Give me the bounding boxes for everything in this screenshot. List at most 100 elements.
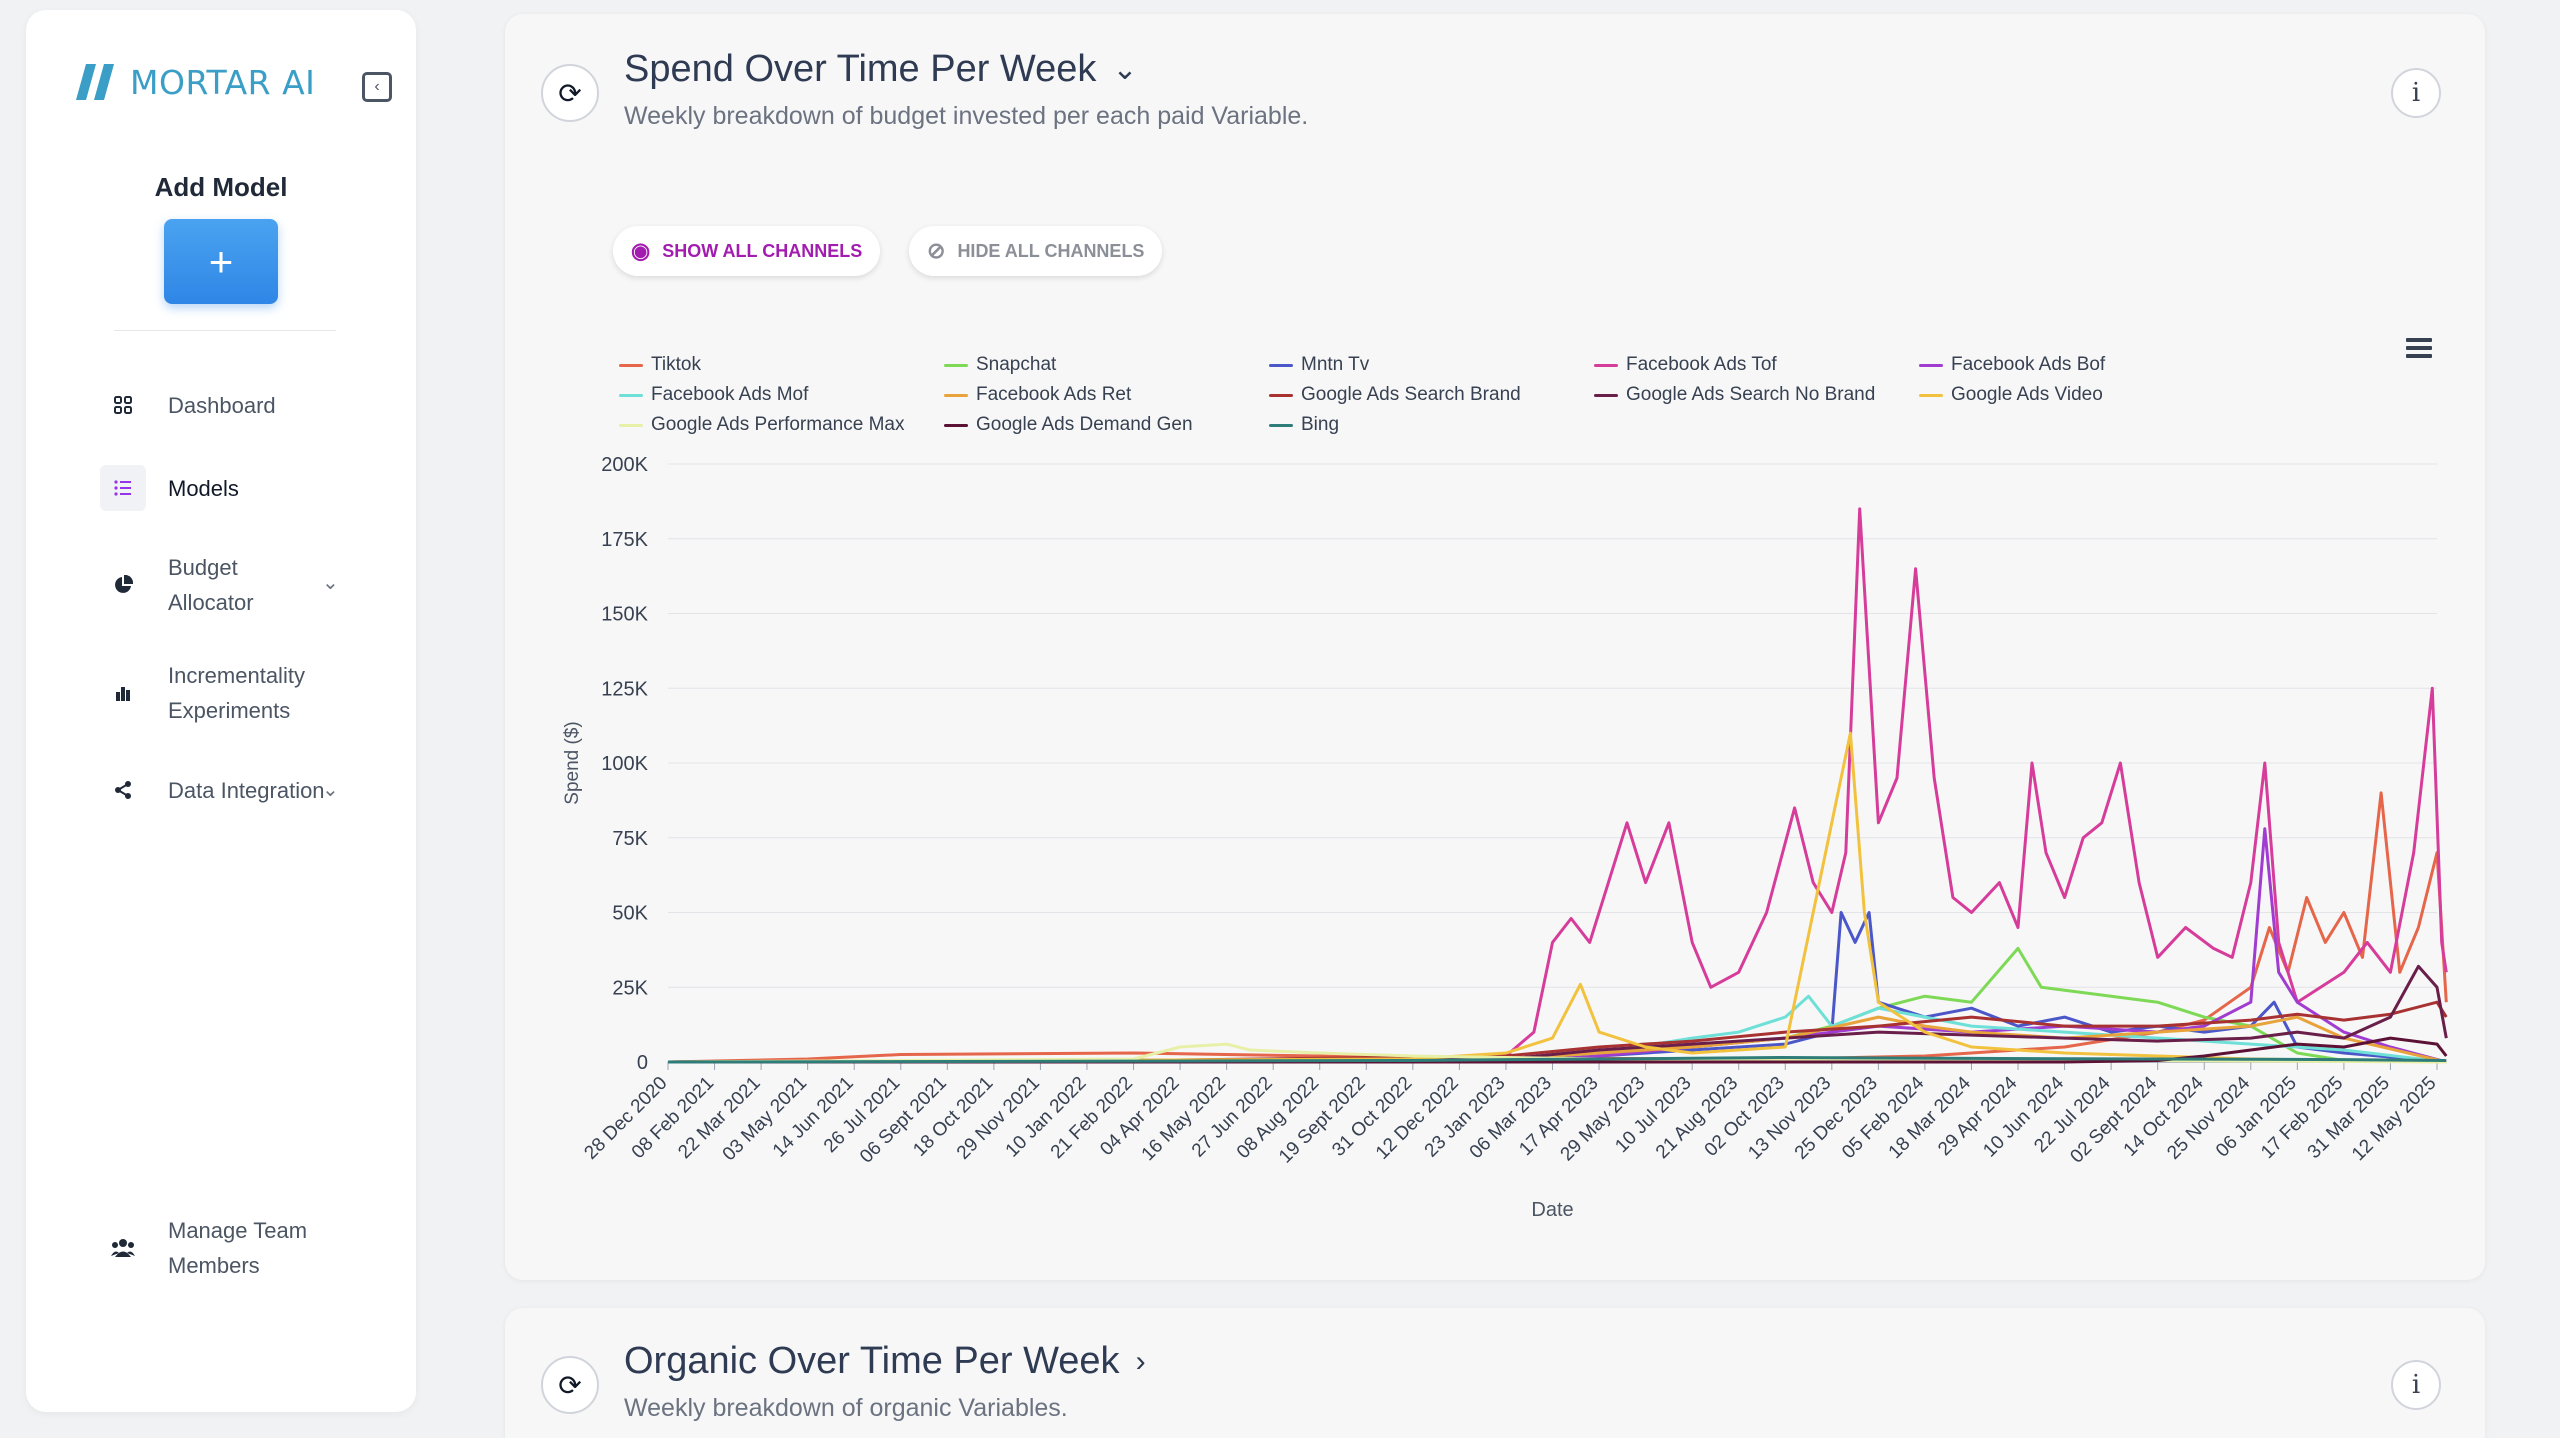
add-model-button[interactable]: +	[164, 219, 278, 304]
legend-item[interactable]: Google Ads Demand Gen	[944, 414, 1193, 436]
info-icon: i	[2411, 78, 2421, 108]
sidebar-item-budget-allocator[interactable]: Budget Allocator	[100, 550, 298, 620]
legend-swatch	[1919, 363, 1943, 367]
sidebar-item-label: Incrementality Experiments	[168, 663, 305, 723]
legend-item[interactable]: Facebook Ads Bof	[1919, 354, 2105, 376]
bar-chart-icon	[100, 670, 146, 716]
share-nodes-icon	[100, 767, 146, 813]
logo-icon	[76, 64, 114, 100]
show-all-channels-button[interactable]: ◉ SHOW ALL CHANNELS	[613, 226, 881, 276]
card-title: Organic Over Time Per Week ›	[624, 1340, 1146, 1383]
organic-over-time-card: ⟳ Organic Over Time Per Week › Weekly br…	[505, 1308, 2485, 1438]
show-all-label: SHOW ALL CHANNELS	[662, 240, 863, 261]
series-line	[667, 964, 2448, 1064]
legend-label: Tiktok	[651, 354, 701, 375]
legend-label: Google Ads Demand Gen	[976, 414, 1193, 435]
sidebar-item-dashboard[interactable]: Dashboard	[100, 382, 276, 428]
eye-off-icon: ⊘	[927, 238, 946, 263]
collapse-sidebar-button[interactable]: ‹	[362, 72, 392, 102]
team-icon	[100, 1225, 146, 1271]
chevron-down-icon[interactable]: ⌄	[322, 779, 339, 801]
refresh-icon: ⟳	[558, 77, 582, 109]
refresh-button[interactable]: ⟳	[541, 1356, 599, 1414]
legend-label: Bing	[1301, 414, 1340, 435]
refresh-button[interactable]: ⟳	[541, 64, 599, 122]
chevron-right-icon[interactable]: ›	[1135, 1344, 1146, 1378]
series-line	[667, 791, 2448, 1064]
legend-swatch	[944, 423, 968, 427]
series-line	[667, 946, 2447, 1064]
brand-logo[interactable]: MORTAR AI	[74, 60, 315, 104]
sidebar-item-label: Models	[168, 475, 239, 501]
card-title-text: Organic Over Time Per Week	[624, 1340, 1120, 1382]
legend-swatch	[944, 393, 968, 397]
series-line	[667, 731, 2447, 1064]
sidebar-item-label: Manage Team Members	[168, 1218, 308, 1278]
y-tick-label: 100K	[601, 753, 648, 775]
card-title-text: Spend Over Time Per Week	[624, 48, 1097, 90]
legend-label: Facebook Ads Tof	[1626, 354, 1777, 375]
sidebar-item-data-integration[interactable]: Data Integration	[100, 767, 325, 813]
legend-item[interactable]: Tiktok	[619, 354, 701, 376]
legend-label: Facebook Ads Bof	[1951, 354, 2106, 375]
sidebar: MORTAR AI ‹ Add Model + Dashboard Models…	[26, 10, 416, 1412]
legend-swatch	[619, 363, 643, 367]
sidebar-item-label: Data Integration	[168, 777, 325, 803]
legend-swatch	[1269, 393, 1293, 397]
legend-item[interactable]: Mntn Tv	[1269, 354, 1369, 376]
legend-swatch	[1594, 393, 1618, 397]
legend-label: Facebook Ads Ret	[976, 384, 1132, 405]
sidebar-item-manage-team[interactable]: Manage Team Members	[100, 1213, 328, 1283]
legend-item[interactable]: Facebook Ads Tof	[1594, 354, 1777, 376]
legend-item[interactable]: Facebook Ads Mof	[619, 384, 808, 406]
sidebar-item-label: Budget Allocator	[168, 555, 254, 615]
y-tick-label: 125K	[601, 678, 648, 700]
legend-swatch	[1594, 363, 1618, 367]
series-line	[667, 1042, 2447, 1064]
y-tick-label: 175K	[601, 529, 648, 551]
hide-all-channels-button[interactable]: ⊘ HIDE ALL CHANNELS	[909, 226, 1163, 276]
legend-label: Google Ads Performance Max	[651, 414, 905, 435]
legend-label: Facebook Ads Mof	[651, 384, 809, 405]
sidebar-item-models[interactable]: Models	[100, 465, 239, 511]
pie-chart-icon	[100, 562, 146, 608]
y-tick-label: 25K	[612, 977, 648, 999]
legend-label: Google Ads Search Brand	[1301, 384, 1521, 405]
chevron-down-icon[interactable]: ⌄	[1112, 53, 1138, 86]
legend-item[interactable]: Google Ads Performance Max	[619, 414, 904, 436]
brand-name: MORTAR AI	[130, 62, 316, 102]
info-button[interactable]: i	[2391, 1360, 2441, 1410]
dashboard-grid-icon	[100, 382, 146, 428]
info-button[interactable]: i	[2391, 68, 2441, 118]
legend-item[interactable]: Google Ads Video	[1919, 384, 2103, 406]
legend-swatch	[619, 393, 643, 397]
chevron-down-icon[interactable]: ⌄	[322, 572, 339, 594]
legend-item[interactable]: Bing	[1269, 414, 1339, 436]
legend-item[interactable]: Facebook Ads Ret	[944, 384, 1131, 406]
legend-swatch	[619, 423, 643, 427]
eye-icon: ◉	[631, 238, 651, 263]
refresh-icon: ⟳	[558, 1369, 582, 1401]
x-axis-title: Date	[1531, 1199, 1573, 1221]
series-line	[667, 1056, 2447, 1064]
legend-item[interactable]: Snapchat	[944, 354, 1056, 376]
legend-swatch	[1269, 423, 1293, 427]
spend-over-time-card: ⟳ Spend Over Time Per Week ⌄ Weekly brea…	[505, 14, 2485, 1280]
y-tick-label: 0	[637, 1052, 648, 1074]
sidebar-item-incrementality[interactable]: Incrementality Experiments	[100, 658, 328, 728]
legend-item[interactable]: Google Ads Search Brand	[1269, 384, 1521, 406]
series-line	[667, 1000, 2448, 1064]
legend-swatch	[1269, 363, 1293, 367]
y-tick-label: 200K	[601, 454, 648, 476]
add-model-title: Add Model	[154, 172, 288, 202]
chart-menu-button[interactable]	[2401, 334, 2437, 370]
y-tick-label: 50K	[612, 903, 648, 925]
legend-item[interactable]: Google Ads Search No Brand	[1594, 384, 1875, 406]
legend-label: Google Ads Video	[1951, 384, 2103, 405]
card-subtitle: Weekly breakdown of organic Variables.	[624, 1394, 1068, 1422]
legend-label: Snapchat	[976, 354, 1057, 375]
sidebar-item-label: Dashboard	[168, 392, 276, 418]
legend-swatch	[1919, 393, 1943, 397]
card-title: Spend Over Time Per Week ⌄	[624, 48, 1138, 91]
